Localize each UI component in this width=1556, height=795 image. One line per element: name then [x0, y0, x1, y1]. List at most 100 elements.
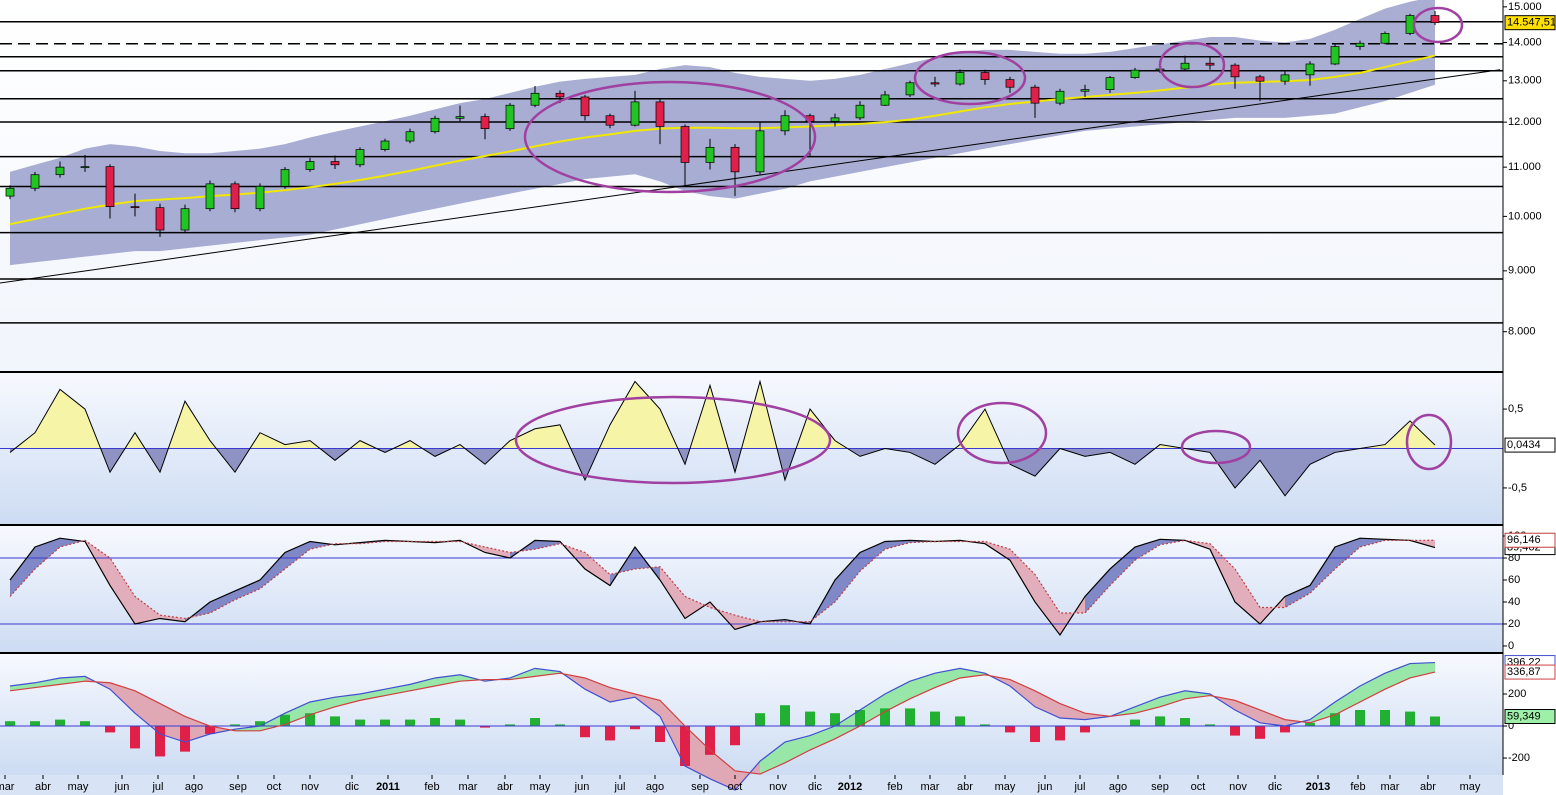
value-tag: 59,349 [1507, 710, 1541, 722]
candle-body [555, 92, 565, 98]
value-tag-box [1504, 437, 1556, 453]
cross-fill [1360, 673, 1385, 702]
cross-fill [1160, 690, 1185, 707]
candle-body [530, 92, 540, 106]
series-line [9, 537, 1436, 637]
cross-fill [260, 552, 285, 589]
y-tick-label: 15.000 [1508, 1, 1542, 13]
cross-fill [210, 726, 235, 735]
histogram-bar [455, 719, 465, 727]
cross-fill [535, 668, 560, 677]
candle-body [855, 104, 865, 119]
candle-body [505, 104, 515, 130]
histogram-bar [1355, 709, 1365, 727]
candle-body [405, 131, 415, 142]
y-tick-label: 40 [1508, 596, 1520, 608]
candle-body [1155, 68, 1165, 71]
cross-fill [1085, 568, 1110, 613]
cross-fill [135, 596, 160, 624]
x-tick-label: 2012 [838, 781, 862, 793]
cross-fill [1235, 700, 1260, 723]
cross-fill [10, 682, 35, 691]
macd-panel-bg [0, 653, 1503, 775]
candle-body [1380, 33, 1390, 44]
cross-fill [810, 726, 835, 751]
candle-body [1105, 77, 1115, 90]
histogram-bar [330, 716, 340, 727]
candle-body [730, 146, 740, 173]
histogram-bar [230, 724, 240, 727]
cross-fill [1135, 539, 1160, 561]
candle-body [880, 94, 890, 106]
cross-fill [110, 557, 135, 624]
candle-body [1055, 90, 1065, 104]
x-tick-label: sep [1151, 781, 1169, 793]
histogram-bar [1080, 726, 1090, 733]
x-tick-label: jul [1073, 781, 1085, 793]
x-tick-label: may [530, 781, 551, 793]
candle-body [280, 169, 290, 187]
cross-fill [1010, 549, 1035, 602]
cross-fill [785, 735, 810, 763]
cross-fill [685, 726, 710, 779]
histogram-bar [880, 708, 890, 727]
cross-fill [960, 668, 985, 678]
cross-fill [10, 546, 35, 597]
cross-fill [210, 590, 235, 613]
cross-fill [1035, 690, 1060, 719]
value-tag: 96,146 [1507, 534, 1541, 546]
cross-fill [1135, 697, 1160, 714]
candle-body [1280, 74, 1290, 82]
histogram-bar [755, 713, 765, 727]
histogram-bar [1205, 724, 1215, 727]
candle-body [680, 126, 690, 163]
x-tick-label: mar [0, 781, 15, 793]
histogram-bar [1180, 718, 1190, 727]
x-tick-label: jul [151, 781, 163, 793]
candle-body [130, 206, 140, 209]
histogram-bar [605, 726, 615, 741]
candle-body [1405, 15, 1415, 34]
value-tag: 336,87 [1507, 666, 1541, 678]
y-tick-label: 10.000 [1508, 210, 1542, 222]
y-tick-label: 200 [1508, 688, 1526, 700]
histogram-bar [955, 716, 965, 727]
histogram-bar [705, 726, 715, 755]
cross-fill [885, 681, 910, 712]
candle-body [480, 116, 490, 130]
x-tick-label: abr [497, 781, 513, 793]
x-tick-label: nov [1229, 781, 1247, 793]
candle-body [1430, 15, 1440, 24]
value-tag-box [1504, 709, 1556, 725]
cross-fill [635, 693, 660, 717]
y-tick-label: 12.000 [1508, 116, 1542, 128]
candle-body [605, 115, 615, 126]
y-tick-label: 11.000 [1508, 161, 1541, 173]
x-tick-label: abr [957, 781, 973, 793]
histogram-bar [555, 724, 565, 727]
x-tick-label: jun [574, 781, 590, 793]
candle-body [180, 208, 190, 231]
stochastic-panel-bg [0, 525, 1503, 653]
cross-fill [285, 541, 310, 569]
histogram-bar [1430, 716, 1440, 727]
cross-fill [860, 541, 885, 572]
x-tick-label: jun [1037, 781, 1053, 793]
histogram-bar [405, 719, 415, 727]
histogram-bar [180, 726, 190, 752]
candle-body [1230, 64, 1240, 78]
histogram-bar [805, 711, 815, 727]
x-tick-label: abr [1420, 781, 1436, 793]
series-line [9, 671, 1436, 775]
x-tick-label: oct [728, 781, 743, 793]
cross-fill [485, 546, 510, 558]
cross-fill [935, 668, 960, 688]
histogram-bar [905, 708, 915, 727]
x-tick-label: feb [424, 781, 439, 793]
candle-body [105, 166, 115, 208]
y-tick-label: 9.000 [1508, 265, 1536, 277]
cross-fill [660, 566, 685, 619]
cross-fill [610, 687, 635, 702]
cross-fill [710, 750, 735, 791]
candle-body [905, 82, 915, 96]
